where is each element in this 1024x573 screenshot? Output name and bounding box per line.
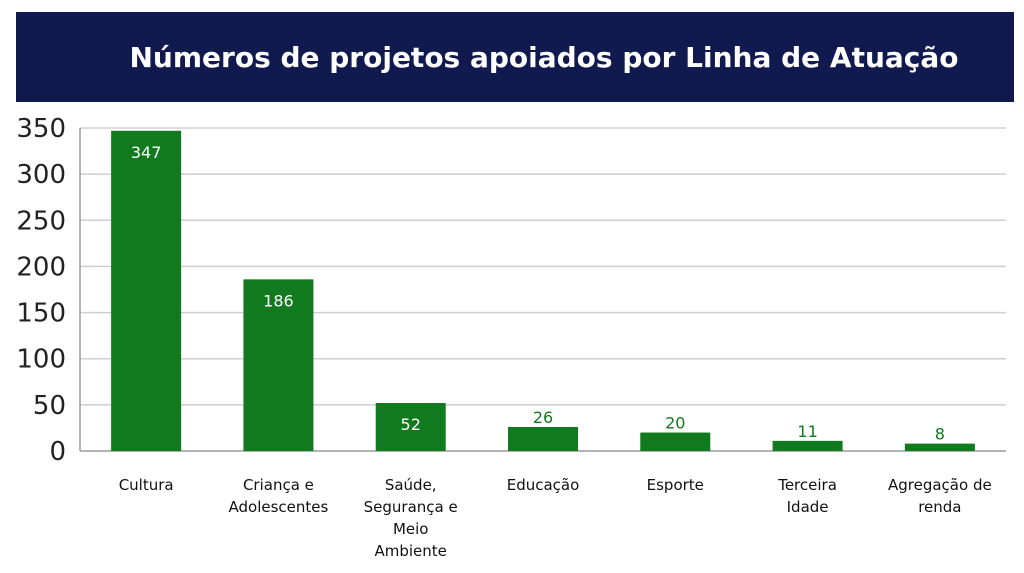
data-label: 52 [401, 415, 421, 434]
bar [375, 403, 446, 451]
y-tick-label: 50 [33, 391, 66, 421]
x-tick-label: Criança e Adolescentes [229, 476, 329, 516]
y-tick-label: 200 [16, 252, 66, 282]
data-label: 20 [665, 414, 685, 433]
data-label: 26 [533, 408, 553, 427]
y-tick-label: 350 [16, 114, 66, 144]
x-tick-label: Esporte [647, 476, 704, 494]
x-tick-label: Saúde, Segurança e Meio Ambiente [364, 476, 458, 560]
x-tick-label: Agregação de renda [888, 476, 992, 516]
bar [772, 440, 843, 451]
data-label: 347 [131, 143, 162, 162]
bar [904, 443, 975, 451]
x-tick-label: Terceira Idade [777, 476, 837, 516]
data-label: 8 [935, 425, 945, 444]
y-tick-label: 250 [16, 206, 66, 236]
bar [111, 130, 182, 452]
y-tick-label: 150 [16, 299, 66, 329]
bar [243, 279, 314, 451]
chart-title-bar: Números de projetos apoiados por Linha d… [16, 12, 1014, 102]
chart-title: Números de projetos apoiados por Linha d… [129, 40, 959, 74]
bar [508, 427, 578, 451]
data-label: 186 [263, 291, 294, 310]
bar [640, 432, 711, 451]
y-tick-label: 0 [49, 437, 66, 467]
x-tick-label: Cultura [119, 476, 174, 494]
data-label: 11 [797, 422, 817, 441]
y-tick-label: 300 [16, 160, 66, 190]
x-tick-label: Educação [507, 476, 580, 494]
y-tick-label: 100 [16, 345, 66, 375]
